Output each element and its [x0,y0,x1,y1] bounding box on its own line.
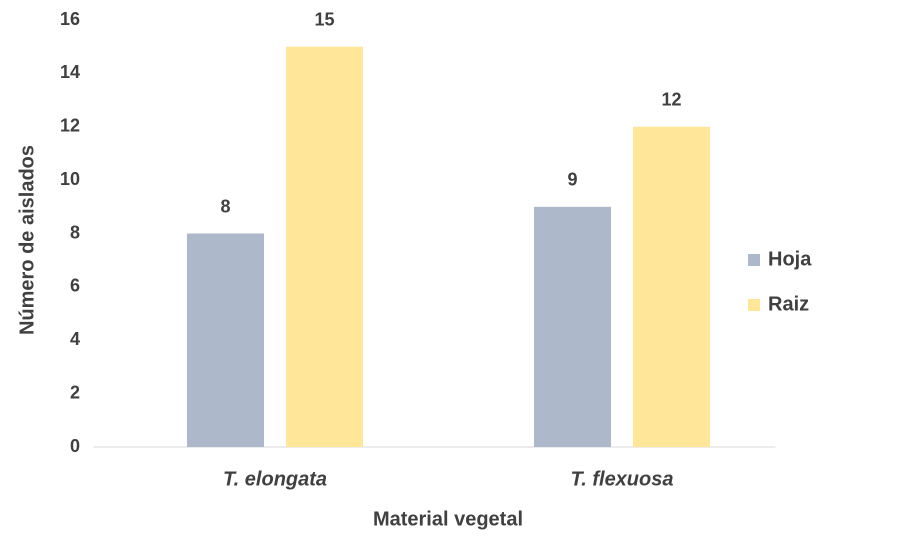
y-tick-label: 10 [60,169,80,189]
value-label: 15 [314,9,334,29]
legend-swatch [748,299,760,311]
bar [534,206,611,447]
y-axis-title: Número de aislados [16,145,38,335]
x-axis-title: Material vegetal [373,508,523,530]
y-tick-label: 8 [70,222,80,242]
x-tick-label: T. elongata [223,468,327,490]
y-tick-label: 14 [60,62,80,82]
bar [286,46,363,447]
legend-swatch [748,254,760,266]
y-tick-label: 2 [70,382,80,402]
value-label: 12 [661,90,681,110]
x-tick-label: T. flexuosa [571,468,674,490]
bar [187,233,264,447]
value-label: 9 [567,170,577,190]
bar [633,126,710,447]
y-tick-label: 16 [60,9,80,29]
y-tick-label: 4 [70,329,80,349]
legend-label: Hoja [768,248,812,270]
y-tick-label: 0 [70,436,80,456]
legend-label: Raiz [768,293,809,315]
value-label: 8 [220,196,230,216]
y-tick-label: 12 [60,116,80,136]
y-tick-label: 6 [70,276,80,296]
